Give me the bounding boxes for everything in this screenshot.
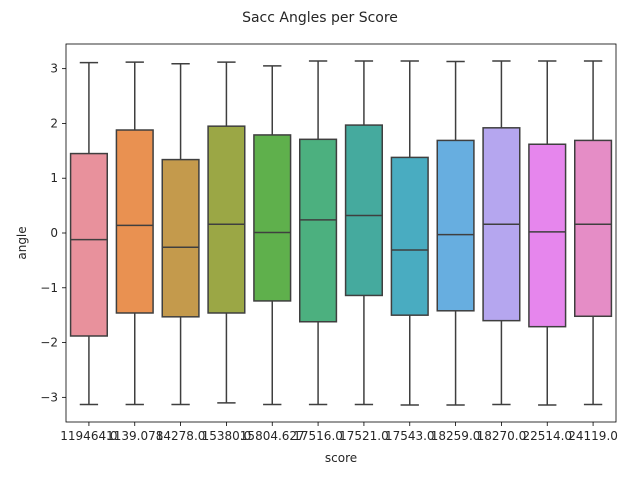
y-tick-label: −3 bbox=[40, 390, 58, 404]
box bbox=[344, 124, 384, 297]
x-axis-label: score bbox=[325, 451, 357, 465]
y-tick-label: 1 bbox=[50, 171, 58, 185]
box bbox=[207, 125, 246, 314]
box bbox=[528, 143, 567, 328]
x-tick-label: 17521.0 bbox=[339, 429, 389, 443]
x-tick-label: 22514.0 bbox=[522, 429, 572, 443]
y-tick-label: 2 bbox=[50, 116, 58, 130]
box bbox=[161, 158, 200, 318]
y-tick-label: −2 bbox=[40, 336, 58, 350]
y-tick-label: −1 bbox=[40, 281, 58, 295]
x-tick-label: 15380.0 bbox=[202, 429, 252, 443]
y-axis-label: angle bbox=[15, 226, 29, 259]
y-tick-label: 0 bbox=[50, 226, 58, 240]
x-tick-label: 24119.0 bbox=[568, 429, 618, 443]
x-tick-label: 119464.0 bbox=[60, 429, 117, 443]
x-tick-label: 1139.078 bbox=[106, 429, 163, 443]
box bbox=[115, 129, 154, 314]
x-tick-label: 17516.0 bbox=[293, 429, 343, 443]
box bbox=[253, 134, 292, 302]
box bbox=[574, 139, 613, 318]
x-tick-label: 18270.0 bbox=[477, 429, 527, 443]
plot-area: −3 −2 −1 0 1 2 3 119464.01139.07814278.015380.0… bbox=[40, 43, 618, 443]
box bbox=[390, 156, 429, 316]
box bbox=[436, 139, 475, 312]
x-tick-label: 18259.0 bbox=[431, 429, 481, 443]
box bbox=[299, 138, 338, 323]
x-tick-label: 15804.627 bbox=[240, 429, 305, 443]
x-tick-label: 14278.0 bbox=[156, 429, 206, 443]
chart-title: Sacc Angles per Score bbox=[242, 10, 398, 26]
y-tick-label: 3 bbox=[50, 62, 58, 76]
x-tick-label: 17543.0 bbox=[385, 429, 435, 443]
box bbox=[69, 152, 109, 337]
